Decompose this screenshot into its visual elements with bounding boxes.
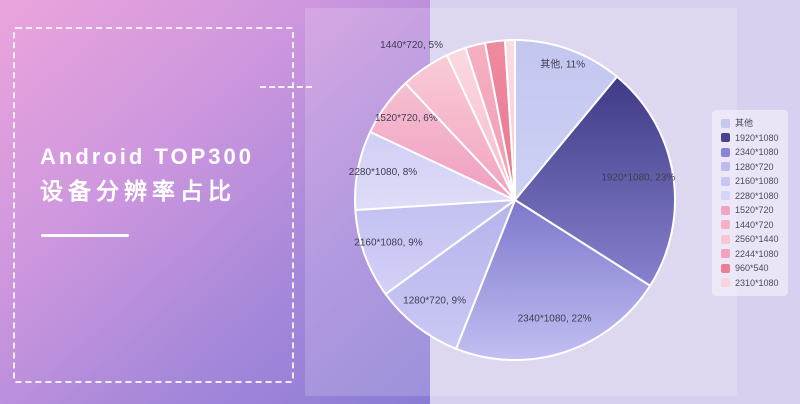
pie-label-1520*720: 1520*720, 6% bbox=[375, 113, 438, 124]
legend-item-其他[interactable]: 其他 bbox=[721, 118, 779, 128]
legend-item-2340*1080[interactable]: 2340*1080 bbox=[721, 147, 779, 157]
legend-swatch bbox=[721, 191, 730, 200]
pie-label-1440*720: 1440*720, 5% bbox=[380, 40, 443, 51]
legend-item-1520*720[interactable]: 1520*720 bbox=[721, 205, 779, 215]
legend-item-960*540[interactable]: 960*540 bbox=[721, 263, 779, 273]
pie-label-2280*1080: 2280*1080, 8% bbox=[349, 167, 418, 178]
title-line-cn: 设备分辨率占比 bbox=[40, 178, 236, 204]
legend-item-1440*720[interactable]: 1440*720 bbox=[721, 220, 779, 230]
legend-label: 2280*1080 bbox=[735, 190, 779, 201]
pie-label-2160*1080: 2160*1080, 9% bbox=[354, 238, 423, 249]
legend-label: 2340*1080 bbox=[735, 147, 779, 157]
legend-swatch bbox=[721, 278, 730, 287]
legend-swatch bbox=[721, 176, 730, 186]
page-title: Android TOP300 设备分辨率占比 bbox=[40, 140, 254, 208]
chart-legend: 其他 1920*1080 2340*1080 1280*720 2160*1080 228… bbox=[712, 110, 788, 296]
legend-swatch bbox=[721, 263, 730, 273]
legend-label: 2560*1440 bbox=[735, 234, 779, 244]
legend-label: 1920*1080 bbox=[735, 132, 779, 143]
legend-item-1920*1080[interactable]: 1920*1080 bbox=[721, 133, 779, 143]
legend-swatch bbox=[721, 234, 730, 244]
legend-swatch bbox=[721, 133, 730, 142]
dashed-connector-line bbox=[260, 86, 312, 88]
legend-swatch bbox=[721, 220, 730, 229]
legend-swatch bbox=[721, 249, 730, 258]
legend-label: 2310*1080 bbox=[735, 277, 779, 288]
pie-label-1280*720: 1280*720, 9% bbox=[403, 296, 466, 307]
legend-item-2160*1080[interactable]: 2160*1080 bbox=[721, 176, 779, 186]
legend-label: 1280*720 bbox=[735, 161, 774, 172]
legend-label: 2244*1080 bbox=[735, 248, 779, 259]
pie-slice-其他[interactable] bbox=[514, 39, 618, 201]
legend-swatch bbox=[721, 162, 730, 171]
legend-item-2280*1080[interactable]: 2280*1080 bbox=[721, 191, 779, 201]
legend-swatch bbox=[721, 147, 730, 157]
pie-slice-2310*1080[interactable] bbox=[503, 39, 516, 201]
legend-label: 960*540 bbox=[735, 263, 769, 273]
pie-slice-1920*1080[interactable] bbox=[514, 75, 676, 287]
legend-item-2560*1440[interactable]: 2560*1440 bbox=[721, 234, 779, 244]
pie-slice-1280*720[interactable] bbox=[384, 199, 516, 350]
pie-label-1920*1080: 1920*1080, 23% bbox=[601, 173, 675, 184]
legend-label: 1520*720 bbox=[735, 205, 774, 215]
title-underline bbox=[41, 234, 129, 237]
legend-label: 其他 bbox=[735, 118, 754, 128]
decorative-dashed-frame bbox=[13, 27, 294, 383]
legend-swatch bbox=[721, 118, 730, 128]
pie-slice-2340*1080[interactable] bbox=[455, 199, 652, 361]
legend-swatch bbox=[721, 205, 730, 215]
legend-item-2244*1080[interactable]: 2244*1080 bbox=[721, 249, 779, 259]
title-line-en: Android TOP300 bbox=[40, 144, 254, 169]
legend-item-2310*1080[interactable]: 2310*1080 bbox=[721, 278, 779, 288]
pie-label-2340*1080: 2340*1080, 22% bbox=[518, 314, 592, 325]
legend-label: 2160*1080 bbox=[735, 176, 779, 186]
legend-label: 1440*720 bbox=[735, 219, 774, 230]
pie-slice-2160*1080[interactable] bbox=[354, 199, 516, 296]
pie-label-其他: 其他, 11% bbox=[540, 58, 585, 71]
legend-item-1280*720[interactable]: 1280*720 bbox=[721, 162, 779, 172]
